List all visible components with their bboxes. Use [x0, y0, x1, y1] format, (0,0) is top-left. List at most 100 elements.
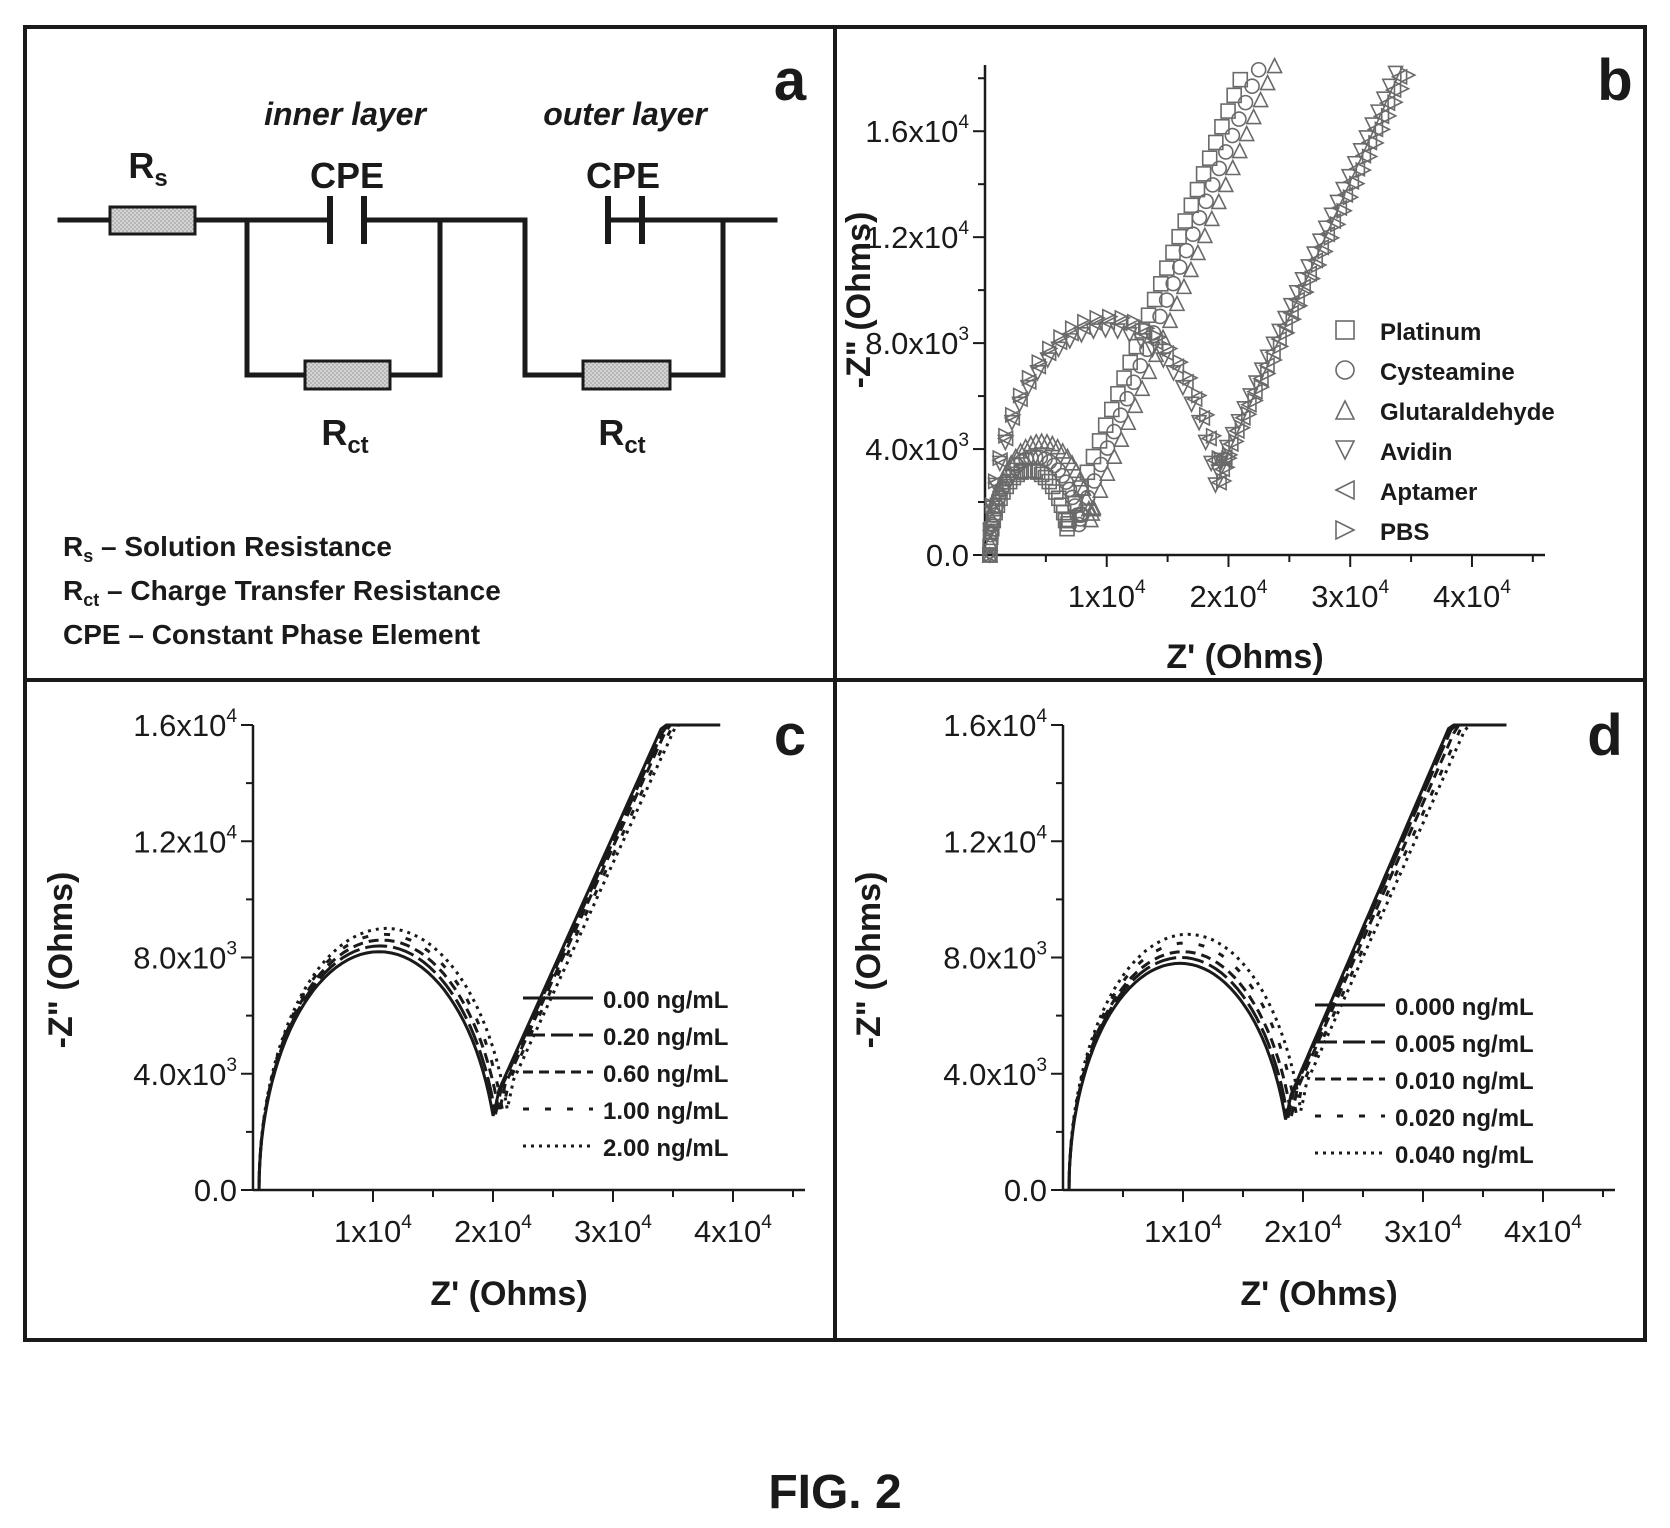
data-point — [1312, 239, 1330, 256]
figure-caption: FIG. 2 — [768, 1466, 902, 1519]
data-point — [1210, 192, 1228, 210]
series-line — [1067, 723, 1511, 1191]
data-point — [1285, 310, 1303, 328]
series-0-60-ng-ml — [257, 723, 719, 1191]
data-point — [1167, 358, 1185, 375]
data-point — [1064, 319, 1082, 337]
data-point — [1189, 181, 1206, 198]
data-point — [1329, 194, 1346, 212]
data-point — [1294, 278, 1311, 295]
data-point — [1042, 340, 1059, 357]
data-point — [1276, 317, 1293, 335]
data-point — [1224, 127, 1241, 144]
x-tick-label: 2x104 — [454, 1212, 532, 1249]
data-point — [1355, 161, 1373, 179]
data-point — [982, 546, 999, 564]
data-point — [1085, 498, 1102, 515]
data-point — [1140, 307, 1157, 324]
data-point — [1132, 358, 1149, 374]
data-point — [1368, 134, 1385, 152]
data-point — [1119, 413, 1137, 431]
data-point — [1348, 160, 1366, 177]
data-point — [1203, 209, 1221, 227]
data-point — [1089, 309, 1107, 327]
data-point — [1074, 318, 1091, 336]
data-point — [1183, 197, 1200, 214]
y-tick-label: 8.0x103 — [865, 324, 969, 361]
data-point — [1146, 291, 1163, 308]
data-point — [1114, 309, 1132, 327]
data-point — [1046, 457, 1062, 474]
data-point — [992, 449, 1010, 467]
data-point — [1234, 419, 1252, 437]
data-point — [1185, 390, 1203, 408]
data-point — [1244, 78, 1260, 94]
data-point — [1342, 188, 1360, 206]
data-point — [1133, 379, 1151, 397]
series-line — [1067, 723, 1509, 1191]
legend-label-2-00-ng-ml: 2.00 ng/mL — [603, 1135, 728, 1162]
y-tick-label: 1.6x104 — [133, 706, 237, 743]
data-point — [1221, 446, 1239, 464]
panel-c-chart: c 1x104 2x104 3x104 4x104 0.0 4.0x103 8.0x103 1.… — [42, 703, 806, 1313]
cpe-inner-symbol — [327, 196, 367, 244]
data-point — [1317, 243, 1334, 260]
data-point — [1208, 134, 1224, 151]
data-point — [1171, 259, 1188, 275]
legend-marker-platinum — [1335, 320, 1355, 340]
data-point — [1218, 144, 1234, 160]
data-point — [1361, 148, 1379, 165]
data-point — [1340, 168, 1358, 186]
data-point — [1216, 472, 1233, 490]
series-0-20-ng-ml — [257, 723, 717, 1191]
data-point — [1003, 409, 1021, 427]
data-point — [1265, 336, 1282, 354]
data-point — [1161, 340, 1179, 357]
data-point — [1029, 358, 1047, 375]
y-tick-label: 8.0x103 — [133, 939, 237, 976]
data-point — [1157, 344, 1174, 362]
rct-outer-label: Rct — [598, 412, 645, 459]
data-point — [1031, 353, 1049, 371]
data-point — [1085, 448, 1102, 465]
x-tick-label: 2x104 — [1264, 1212, 1342, 1249]
x-axis-title: Z' (Ohms) — [1166, 638, 1323, 676]
data-point — [1012, 387, 1030, 404]
data-point — [1171, 228, 1187, 245]
legend-label-aptamer: Aptamer — [1380, 479, 1477, 506]
data-point — [998, 427, 1015, 445]
x-tick-label: 3x104 — [574, 1212, 652, 1249]
data-point — [1211, 160, 1228, 177]
panel-a: a inner layer outer layer Rs CPE CPE Rc — [57, 48, 807, 650]
data-point — [1075, 479, 1092, 496]
y-tick-label: 0.0 — [926, 538, 969, 573]
series-line — [1067, 723, 1506, 1191]
data-point — [1336, 202, 1353, 220]
x-tick-label: 1x104 — [1068, 577, 1146, 614]
data-point — [1266, 351, 1284, 369]
data-point — [1029, 464, 1046, 480]
data-point — [1324, 212, 1342, 230]
data-point — [1152, 308, 1168, 325]
legend-label-avidin: Avidin — [1380, 439, 1452, 466]
y-tick-label: 1.2x104 — [943, 822, 1047, 859]
data-point — [1022, 434, 1040, 452]
data-point — [986, 474, 1004, 492]
data-point — [1152, 276, 1169, 292]
data-point — [1252, 90, 1269, 108]
legend-label-0-60-ng-ml: 0.60 ng/mL — [603, 1061, 728, 1088]
legend-label-pbs: PBS — [1380, 519, 1429, 546]
data-point — [1238, 124, 1255, 142]
figure: a inner layer outer layer Rs CPE CPE Rc — [23, 25, 1647, 1342]
x-tick-label: 2x104 — [1190, 577, 1268, 614]
rs-label: Rs — [128, 145, 167, 192]
data-point — [1387, 93, 1404, 111]
data-point — [1159, 260, 1175, 276]
series-0-040-ng-ml — [1067, 723, 1511, 1191]
series-line — [1067, 723, 1501, 1191]
data-point — [1240, 405, 1258, 423]
data-point — [1247, 392, 1264, 409]
data-point — [1245, 107, 1262, 125]
data-point — [1318, 225, 1336, 243]
data-point — [1105, 447, 1123, 465]
